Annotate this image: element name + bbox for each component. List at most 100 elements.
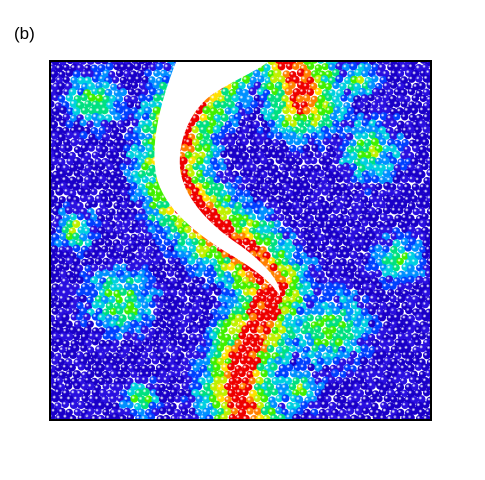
particle: [171, 250, 180, 259]
particle: [149, 339, 157, 347]
particle: [126, 339, 134, 348]
particle: [130, 382, 139, 391]
particle: [320, 276, 328, 284]
particle: [271, 87, 279, 96]
particle: [292, 238, 301, 247]
particle: [333, 295, 341, 303]
particle: [64, 206, 73, 215]
particle: [354, 407, 363, 415]
particle: [119, 377, 127, 385]
particle: [213, 350, 222, 359]
particle: [317, 382, 326, 391]
particle: [202, 319, 211, 328]
particle: [55, 250, 64, 259]
particle: [353, 232, 362, 241]
particle: [389, 306, 398, 315]
particle: [346, 218, 356, 228]
particle: [358, 225, 366, 233]
particle: [57, 82, 66, 91]
particle: [352, 382, 361, 391]
particle: [152, 81, 161, 90]
particle: [227, 187, 236, 196]
particle: [325, 94, 333, 102]
particle: [58, 257, 66, 265]
particle: [302, 370, 311, 379]
particle: [396, 383, 405, 392]
particle: [260, 406, 270, 416]
particle: [84, 113, 93, 121]
particle: [77, 76, 86, 85]
particle: [113, 187, 122, 196]
particle: [415, 275, 424, 285]
particle: [417, 408, 426, 417]
particle: [317, 144, 326, 152]
particle: [159, 356, 169, 365]
particle: [81, 394, 89, 403]
particle: [388, 144, 397, 153]
particle: [336, 250, 344, 259]
particle: [281, 95, 289, 103]
particle: [136, 294, 145, 303]
particle: [219, 137, 228, 146]
particle: [360, 195, 369, 204]
particle: [353, 331, 362, 340]
particle: [144, 357, 152, 365]
particle: [73, 169, 81, 177]
particle: [354, 345, 363, 353]
particle: [357, 326, 366, 335]
particle: [123, 82, 132, 91]
particle: [115, 256, 124, 265]
particle: [401, 138, 410, 147]
particle: [187, 256, 196, 265]
particle: [417, 81, 426, 91]
particle: [120, 238, 129, 246]
particle: [406, 275, 415, 284]
particle: [249, 300, 258, 309]
particle: [307, 377, 316, 386]
particle: [318, 156, 327, 165]
particle: [105, 376, 113, 385]
particle: [220, 263, 229, 272]
particle: [126, 414, 134, 420]
particle: [167, 394, 176, 403]
particle: [231, 232, 240, 241]
particle: [370, 112, 379, 121]
particle: [252, 369, 260, 377]
particle: [201, 294, 210, 302]
particle: [93, 394, 102, 404]
particle: [414, 101, 423, 109]
particle: [219, 100, 228, 109]
particle: [397, 345, 406, 354]
particle: [158, 320, 167, 329]
particle: [369, 395, 377, 403]
particle: [328, 325, 337, 334]
particle: [378, 276, 387, 285]
particle: [102, 169, 111, 178]
particle: [278, 188, 286, 196]
particle: [257, 75, 265, 83]
particle: [379, 213, 388, 222]
particle: [270, 100, 279, 108]
particle: [65, 120, 74, 129]
particle: [101, 219, 110, 228]
particle: [396, 408, 405, 417]
particle: [162, 376, 170, 384]
particle: [188, 407, 197, 415]
particle: [253, 394, 262, 403]
particle: [212, 163, 221, 171]
particle: [94, 407, 102, 415]
particle: [136, 357, 145, 367]
particle: [232, 219, 241, 228]
particle: [75, 351, 84, 359]
particle: [163, 301, 172, 310]
particle: [112, 325, 121, 334]
particle: [90, 263, 99, 272]
particle: [72, 219, 81, 229]
particle: [291, 301, 300, 310]
particle: [129, 356, 138, 366]
particle: [187, 395, 196, 403]
particle: [422, 88, 431, 97]
particle: [191, 187, 201, 196]
particle: [104, 401, 113, 410]
particle: [76, 276, 84, 284]
